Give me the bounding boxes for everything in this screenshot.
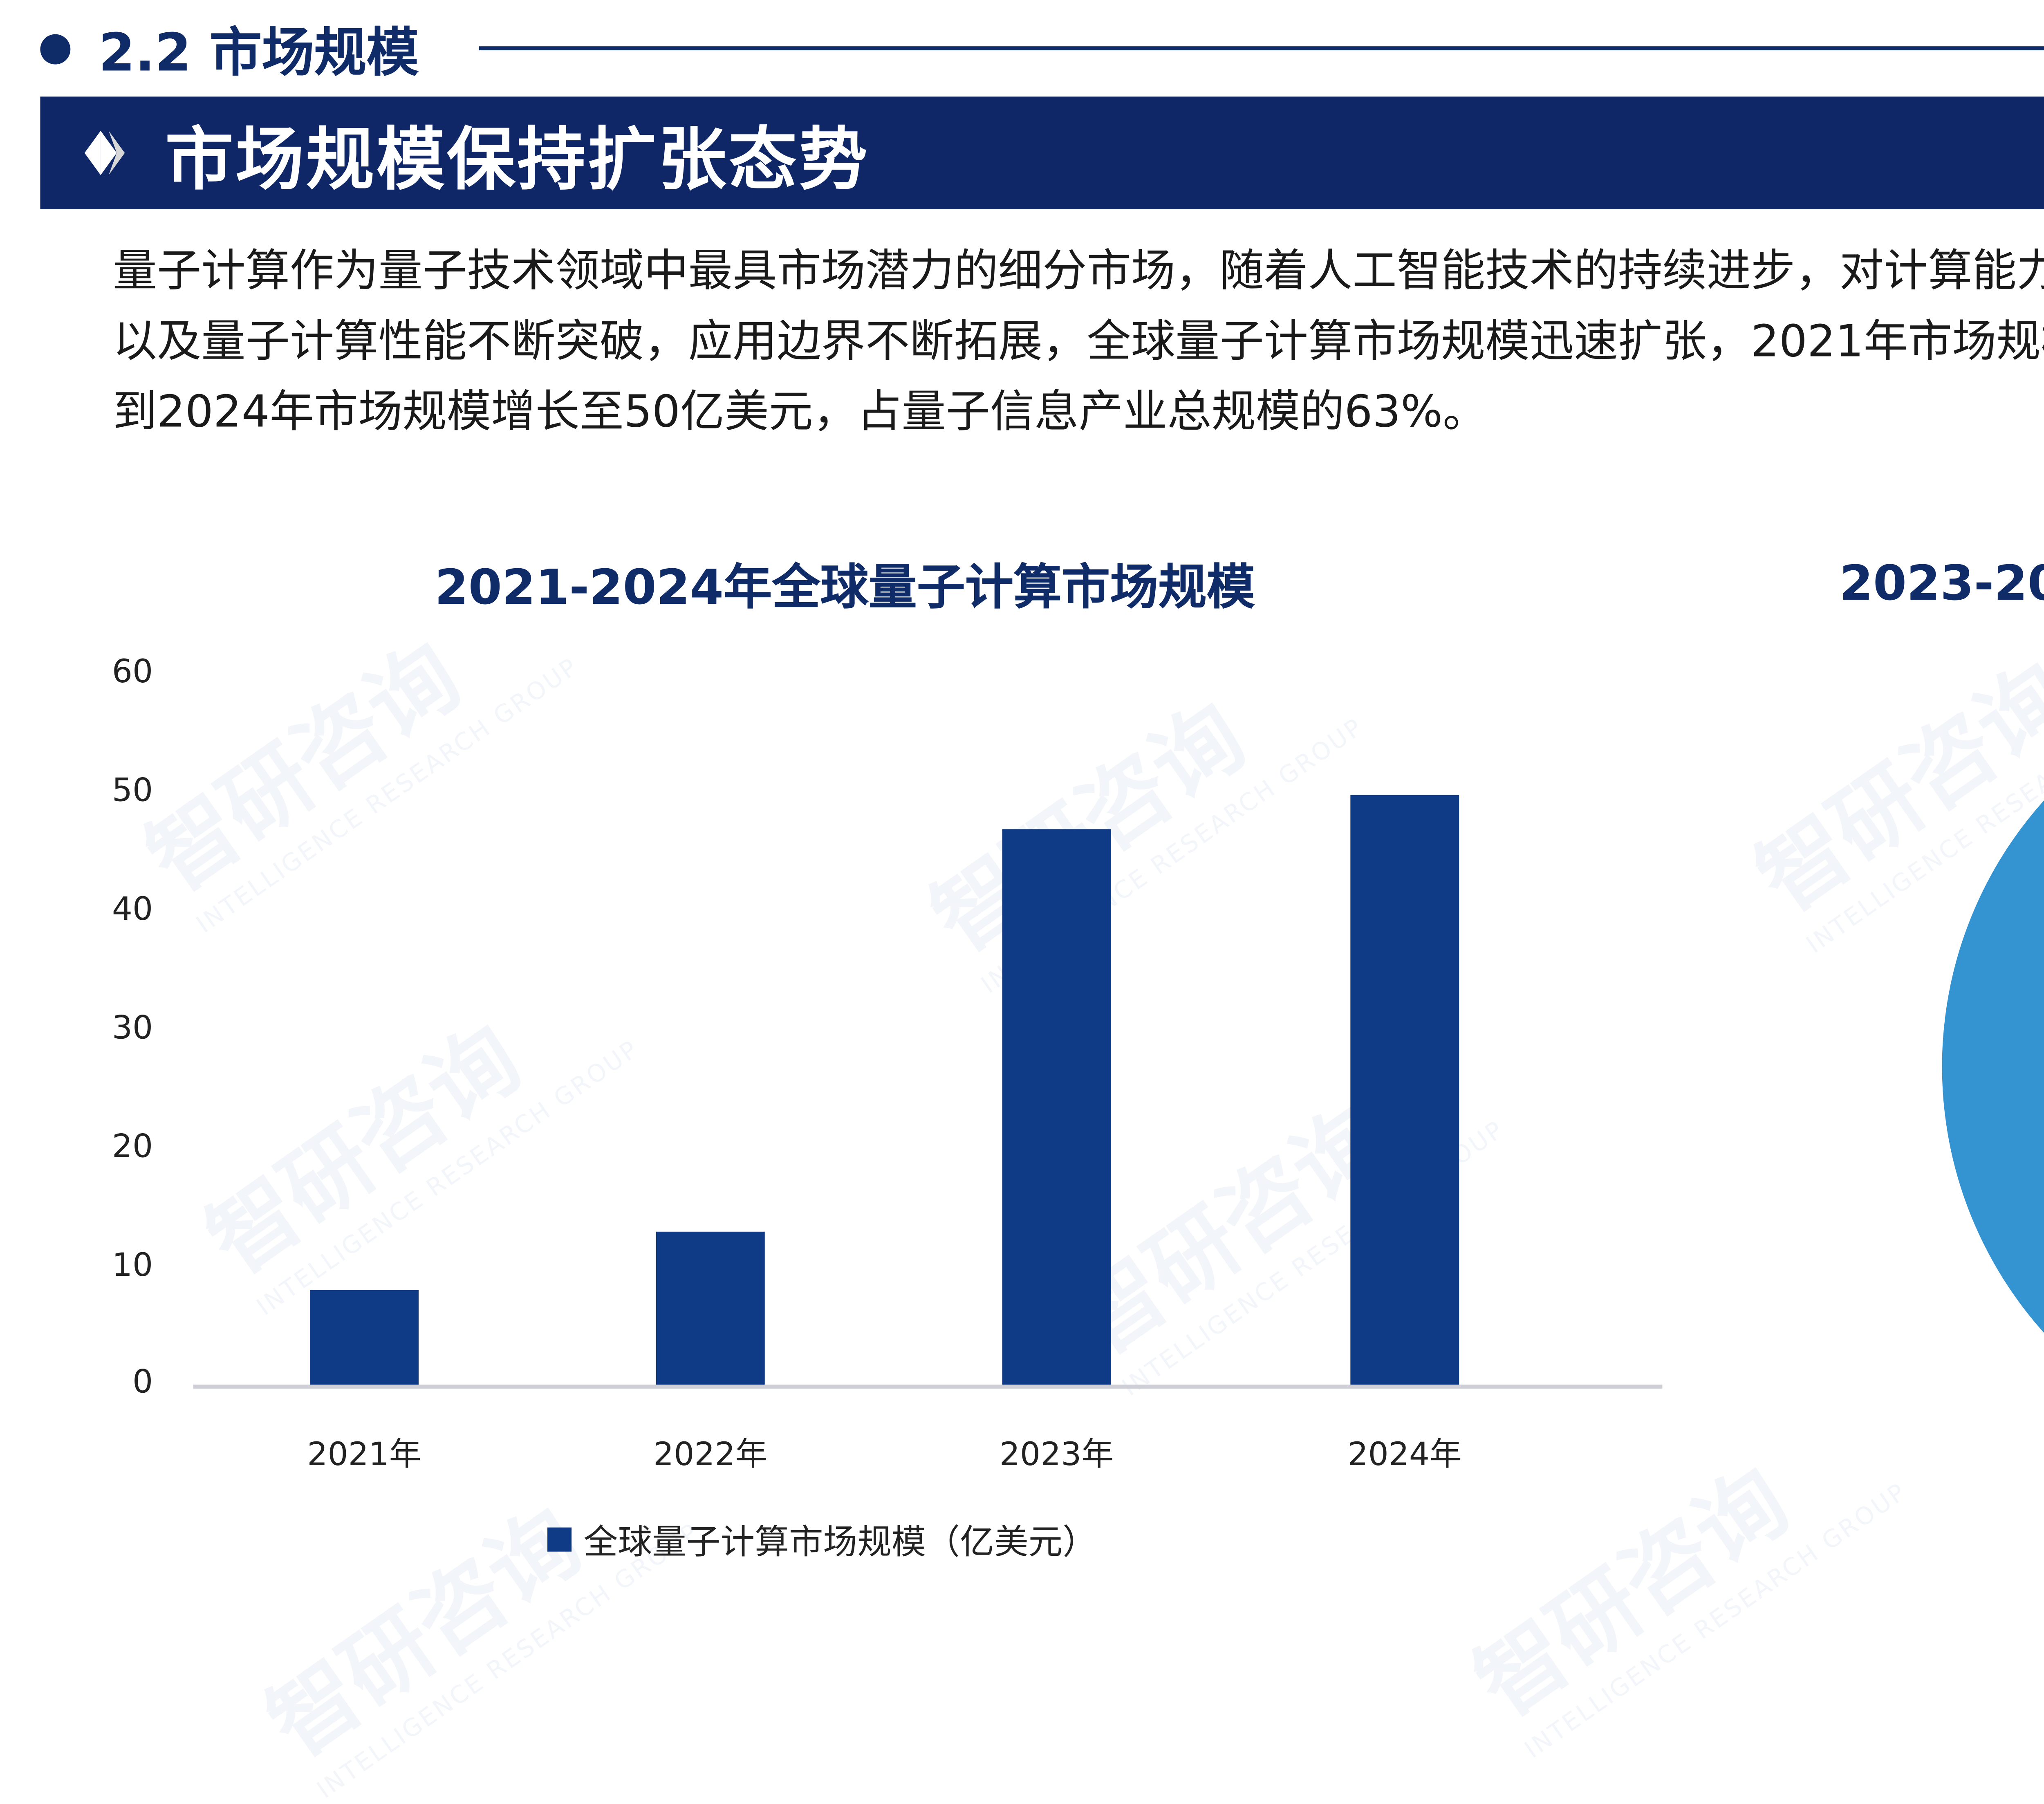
bar-chart: 60 50 40 30 20 10 0 2021年 2022年 2023年 20… [81, 644, 1663, 1590]
donut-svg [1938, 794, 2044, 1339]
donut-chart: 内圈为 2023年 [1936, 662, 2044, 1471]
donut-chart-title: 2023-2024年全球量子信息产业规模分布 [1839, 555, 2044, 612]
body-line: 到2024年市场规模增长至50亿美元，占量子信息产业总规模的63%。 [112, 388, 1487, 439]
y-tick: 0 [132, 1362, 153, 1401]
y-tick: 40 [112, 889, 153, 928]
diamond-icon [65, 113, 145, 193]
bar-chart-title: 2021-2024年全球量子计算市场规模 [435, 559, 1255, 616]
section-header: 2.2 市场规模 [40, 12, 419, 85]
bar-2022 [656, 1231, 765, 1385]
x-tick: 2021年 [307, 1435, 421, 1473]
y-tick: 20 [112, 1127, 153, 1165]
outer-other-slice [1938, 794, 2044, 1339]
legend-swatch [547, 1526, 572, 1551]
y-tick: 30 [112, 1008, 153, 1047]
headline-banner: 市场规模保持扩张态势 [40, 96, 2044, 209]
body-paragraph: 量子计算作为量子技术领域中最具市场潜力的细分市场，随着人工智能技术的持续进步，对… [113, 238, 2044, 449]
y-tick: 50 [112, 771, 153, 809]
x-tick: 2022年 [653, 1435, 768, 1473]
headline-title: 市场规模保持扩张态势 [165, 119, 870, 200]
x-tick: 2023年 [999, 1435, 1114, 1473]
body-line: 以及量子计算性能不断突破，应用边界不断拓展，全球量子计算市场规模迅速扩张，202… [112, 318, 2044, 368]
legend-label: 全球量子计算市场规模（亿美元） [583, 1523, 1097, 1564]
bar-chart-legend: 全球量子计算市场规模（亿美元） [547, 1513, 1097, 1564]
bar-2021 [310, 1290, 419, 1385]
bar-2023 [1002, 829, 1111, 1385]
x-tick: 2024年 [1347, 1435, 1462, 1473]
x-axis-line [193, 1385, 1663, 1388]
bar-2024 [1350, 795, 1459, 1385]
section-title: 2.2 市场规模 [99, 23, 419, 84]
header-divider [479, 46, 2044, 51]
body-line: 量子计算作为量子技术领域中最具市场潜力的细分市场，随着人工智能技术的持续进步，对… [112, 247, 2044, 298]
y-tick: 60 [112, 652, 153, 690]
y-tick: 10 [112, 1246, 153, 1284]
bullet-dot-icon [40, 33, 71, 64]
